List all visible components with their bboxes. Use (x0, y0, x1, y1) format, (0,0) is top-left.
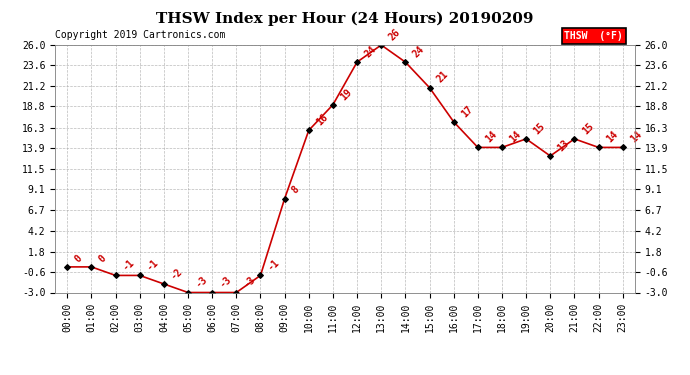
Text: -1: -1 (146, 257, 161, 273)
Point (593, 144, 604, 150)
Text: -3: -3 (194, 274, 209, 290)
Point (255, 272, 266, 278)
Text: 14: 14 (629, 129, 644, 145)
Text: 19: 19 (339, 87, 354, 102)
Text: 24: 24 (363, 44, 378, 59)
Text: -2: -2 (170, 266, 185, 281)
Text: 8: 8 (290, 184, 302, 196)
Text: 0: 0 (97, 253, 108, 264)
Text: 15: 15 (580, 121, 595, 136)
Text: 21: 21 (435, 69, 451, 85)
Point (569, 136, 580, 142)
Point (86, 264, 97, 270)
Text: 14: 14 (508, 129, 523, 145)
Point (110, 272, 121, 278)
Point (279, 196, 290, 202)
Point (230, 290, 241, 296)
Text: -3: -3 (242, 274, 257, 290)
Text: THSW Index per Hour (24 Hours) 20190209: THSW Index per Hour (24 Hours) 20190209 (156, 11, 534, 26)
Text: 14: 14 (604, 129, 620, 145)
Text: -3: -3 (218, 274, 233, 290)
Point (520, 136, 531, 142)
Point (351, 59, 363, 65)
Text: 15: 15 (532, 121, 547, 136)
Point (62, 264, 73, 270)
Text: Copyright 2019 Cartronics.com: Copyright 2019 Cartronics.com (55, 30, 226, 40)
Point (182, 290, 193, 296)
Point (424, 85, 435, 91)
Text: 17: 17 (460, 104, 475, 119)
Point (497, 144, 508, 150)
Point (545, 153, 556, 159)
Text: THSW  (°F): THSW (°F) (564, 32, 623, 41)
Point (134, 272, 145, 278)
Text: 16: 16 (315, 112, 330, 128)
Point (159, 281, 170, 287)
Text: 24: 24 (411, 44, 426, 59)
Text: 26: 26 (387, 27, 402, 42)
Point (327, 102, 338, 108)
Point (448, 119, 460, 125)
Point (617, 144, 628, 150)
Point (472, 144, 483, 150)
Text: -1: -1 (266, 257, 282, 273)
Point (207, 290, 218, 296)
Text: -1: -1 (121, 257, 137, 273)
Text: 13: 13 (556, 138, 571, 153)
Text: 14: 14 (484, 129, 499, 145)
Point (303, 128, 314, 134)
Point (400, 59, 411, 65)
Text: 0: 0 (73, 253, 84, 264)
Point (375, 42, 386, 48)
